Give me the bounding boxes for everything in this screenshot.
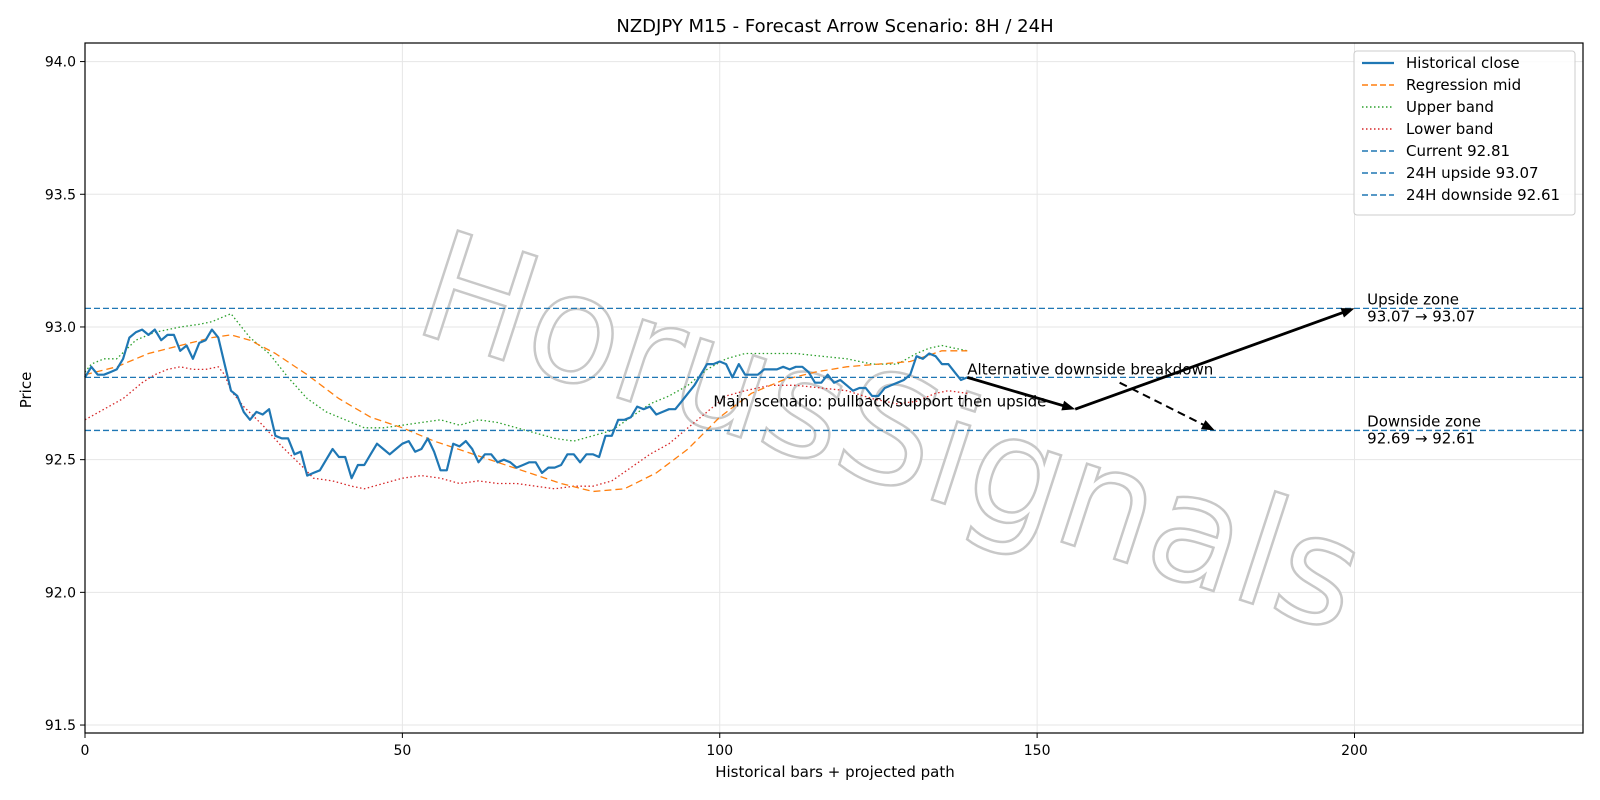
arrow-main-leg-1 [966,376,1068,409]
chart-title: NZDJPY M15 - Forecast Arrow Scenario: 8H… [616,16,1053,37]
scenario-arrows [966,308,1355,431]
series-line-upper [84,313,968,442]
y-tick-label: 92.0 [45,585,76,601]
series-line-close [84,328,968,480]
annotation-alt-scenario: Alternative downside breakdown [967,361,1213,379]
y-tick-label: 92.5 [45,453,76,469]
legend-label-lower: Lower band [1406,120,1493,138]
arrowhead-main-leg-1 [1061,400,1076,411]
arrowhead-main-leg-2 [1340,308,1355,318]
y-tick-label: 91.5 [45,718,76,734]
x-tick-label: 0 [81,743,90,759]
legend-label-current: Current 92.81 [1406,142,1510,160]
series-line-mid [84,334,968,493]
legend: Historical close Regression mid Upper band… [1353,50,1576,216]
x-tick-label: 50 [393,743,411,759]
series-layer [84,313,968,493]
annotation-upside-zone-title: Upside zone [1367,290,1459,308]
arrow-main-leg-2 [1074,309,1348,411]
annotations: Main scenario: pullback/support then ups… [713,290,1481,447]
legend-label-upside: 24H upside 93.07 [1406,164,1539,182]
legend-label-close: Historical close [1406,54,1520,72]
plot-frame [84,42,1584,734]
x-tick-label: 100 [706,743,733,759]
annotation-downside-zone-range: 92.69 → 92.61 [1367,429,1475,447]
y-tick-label: 93.0 [45,320,76,336]
legend-label-downside: 24H downside 92.61 [1406,186,1560,204]
x-tick-label: 150 [1024,743,1051,759]
x-axis-label: Historical bars + projected path [715,763,955,781]
y-axis-label: Price [17,372,35,409]
x-tick-label: 200 [1341,743,1368,759]
arrow-alt-down [1119,381,1209,428]
y-tick-label: 93.5 [45,187,76,203]
annotation-upside-zone-range: 93.07 → 93.07 [1367,307,1475,325]
y-tick-label: 94.0 [45,55,76,71]
grid-lines [84,43,1583,733]
legend-label-mid: Regression mid [1406,76,1521,94]
legend-box [1353,50,1576,216]
annotation-main-scenario: Main scenario: pullback/support then ups… [713,393,1046,411]
arrowhead-alt-down [1200,420,1215,431]
annotation-downside-zone-title: Downside zone [1367,412,1481,430]
reference-lines [85,307,1583,432]
axis-ticks: 0 50 100 150 200 91.5 92.0 92.5 93.0 93.5 94.0 [45,55,1368,759]
legend-label-upper: Upper band [1406,98,1494,116]
